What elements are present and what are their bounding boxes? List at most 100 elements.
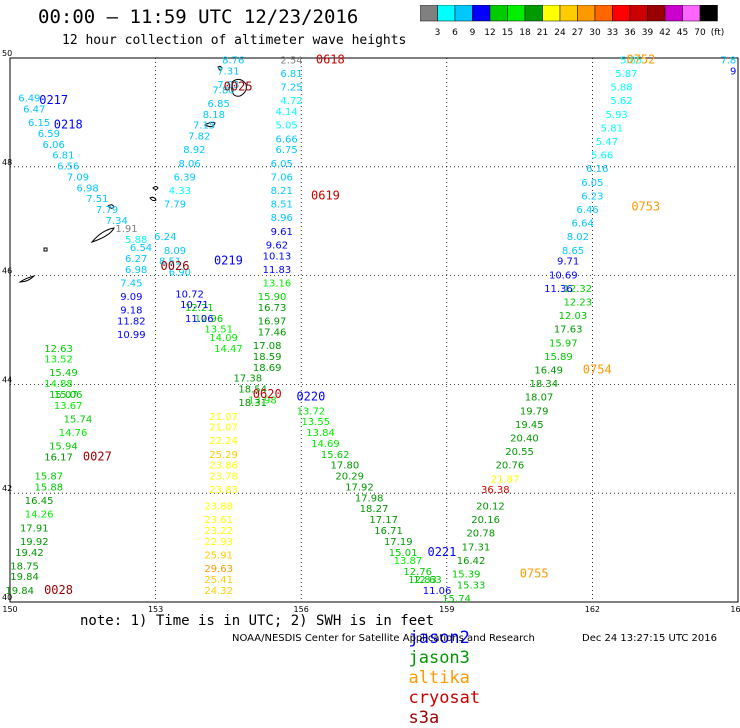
wave-height-value: 16.73 bbox=[258, 303, 287, 314]
pass-time-label: 0755 bbox=[520, 567, 549, 581]
wave-height-value: 13.87 bbox=[394, 556, 423, 567]
colorbar-label: 15 bbox=[502, 28, 513, 38]
wave-height-value: 20.76 bbox=[496, 461, 525, 472]
wave-height-value: 25.29 bbox=[209, 450, 238, 461]
colorbar-label: 9 bbox=[470, 28, 476, 38]
x-tick-label: 165 bbox=[730, 605, 740, 614]
pass-time-label: 0027 bbox=[83, 450, 112, 464]
colorbar-label: 42 bbox=[659, 28, 670, 38]
wave-height-value: 18.69 bbox=[253, 363, 282, 374]
wave-height-value: 6.59 bbox=[38, 129, 60, 140]
wave-height-value: 12.63 bbox=[413, 575, 442, 586]
y-tick-label: 46 bbox=[2, 267, 12, 276]
coastline-shape bbox=[107, 204, 115, 209]
wave-height-value: 11.36 bbox=[544, 284, 573, 295]
x-tick-label: 153 bbox=[148, 605, 163, 614]
wave-height-value: 7.8 bbox=[720, 55, 736, 66]
wave-height-value: 15.87 bbox=[35, 472, 64, 483]
wave-height-value: 4.72 bbox=[280, 96, 302, 107]
wave-height-value: 18.75 bbox=[10, 561, 39, 572]
colorbar-label: 33 bbox=[607, 28, 618, 38]
wave-height-value: 13.52 bbox=[44, 355, 73, 366]
wave-height-value: 14.26 bbox=[25, 510, 54, 521]
legend-altika: altika bbox=[408, 668, 470, 688]
pass-time-label: 0217 bbox=[39, 93, 68, 107]
colorbar-label: 6 bbox=[452, 28, 458, 38]
wave-height-value: 9.62 bbox=[266, 240, 288, 251]
wave-height-value: 1.91 bbox=[115, 224, 137, 235]
wave-height-value: 6.05 bbox=[581, 178, 603, 189]
colorbar-label: 45 bbox=[677, 28, 688, 38]
wave-height-value: 16.45 bbox=[25, 496, 54, 507]
wave-height-value: 15.62 bbox=[321, 450, 350, 461]
wave-height-value: 5.87 bbox=[615, 69, 637, 80]
wave-height-value: 25.41 bbox=[204, 575, 233, 586]
coastline-shape bbox=[204, 121, 216, 128]
wave-height-value: 15.07 bbox=[49, 390, 78, 401]
wave-height-value: 8.02 bbox=[567, 232, 589, 243]
wave-height-value: 7.06 bbox=[271, 172, 293, 183]
wave-height-value: 10.69 bbox=[549, 270, 578, 281]
generated-timestamp: Dec 24 13:27:15 UTC 2016 bbox=[582, 633, 717, 644]
wave-height-value: 17.63 bbox=[554, 325, 583, 336]
wave-height-value: 17.31 bbox=[462, 542, 491, 553]
wave-height-value: 15.49 bbox=[49, 368, 78, 379]
wave-height-value: 19.84 bbox=[5, 586, 34, 597]
wave-height-value: 6.98 bbox=[77, 183, 99, 194]
wave-height-value: 20.40 bbox=[510, 434, 539, 445]
credit-line: NOAA/NESDIS Center for Satellite Applica… bbox=[232, 633, 535, 644]
wave-height-value: 6.81 bbox=[280, 69, 302, 80]
wave-height-value: 20.55 bbox=[505, 447, 534, 458]
wave-height-value: 17.46 bbox=[258, 327, 287, 338]
wave-height-value: 13.98 bbox=[248, 395, 277, 406]
wave-height-value: 12.03 bbox=[559, 311, 588, 322]
wave-height-value: 13.84 bbox=[306, 428, 335, 439]
chart-title: 00:00 – 11:59 UTC 12/23/2016 bbox=[38, 6, 359, 28]
wave-height-value: 36.38 bbox=[481, 485, 510, 496]
x-tick-label: 150 bbox=[2, 605, 17, 614]
wave-height-value: 6.64 bbox=[572, 219, 594, 230]
wave-height-value: 8.06 bbox=[178, 159, 200, 170]
wave-height-value: 7.80 bbox=[212, 85, 234, 96]
wave-height-value: 19.42 bbox=[15, 548, 44, 559]
wave-height-value: 17.08 bbox=[253, 341, 282, 352]
wave-height-value: 7.09 bbox=[67, 172, 89, 183]
wave-height-value: 16.97 bbox=[258, 317, 287, 328]
wave-height-value: 9.18 bbox=[120, 306, 142, 317]
wave-height-value: 12.76 bbox=[403, 567, 432, 578]
colorbar-label: 70 bbox=[694, 28, 706, 38]
pass-time-label: 0752 bbox=[626, 52, 655, 66]
coastline-shape bbox=[217, 65, 223, 71]
wave-height-value: 7.15 bbox=[193, 121, 215, 132]
wave-height-value: 19.45 bbox=[515, 420, 544, 431]
wave-height-value: 16.17 bbox=[44, 453, 73, 464]
colorbar-label: 39 bbox=[642, 28, 654, 38]
wave-height-value: 5.85 bbox=[620, 55, 642, 66]
wave-height-value: 15.06 bbox=[54, 390, 83, 401]
x-tick-label: 156 bbox=[294, 605, 309, 614]
legend-jason3: jason3 bbox=[408, 648, 470, 668]
legend-jason2: jason2 bbox=[408, 628, 470, 648]
wave-height-value: 13.72 bbox=[297, 406, 326, 417]
wave-height-value: 20.29 bbox=[335, 472, 364, 483]
colorbar-label: 3 bbox=[435, 28, 441, 38]
wave-height-value: 23.83 bbox=[209, 485, 238, 496]
wave-height-value: 22.24 bbox=[209, 436, 238, 447]
wave-height-value: 6.49 bbox=[18, 94, 40, 105]
wave-height-value: 9 bbox=[730, 66, 736, 77]
wave-height-value: 7.31 bbox=[217, 66, 239, 77]
wave-height-value: 13.16 bbox=[263, 278, 292, 289]
wave-height-value: 6.24 bbox=[154, 232, 176, 243]
colorbar-label: 27 bbox=[572, 28, 583, 38]
pass-time-label: 0220 bbox=[296, 390, 325, 404]
wave-height-value: 15.88 bbox=[35, 482, 64, 493]
wave-height-value: 10.99 bbox=[117, 330, 146, 341]
y-tick-label: 48 bbox=[2, 158, 12, 167]
wave-height-value: 12.23 bbox=[564, 298, 593, 309]
wave-height-value: 15.94 bbox=[49, 442, 78, 453]
wave-height-value: 15.33 bbox=[457, 580, 486, 591]
wave-height-value: 8.09 bbox=[164, 246, 186, 257]
wave-height-value: 7.25 bbox=[280, 83, 302, 94]
wave-height-value: 14.88 bbox=[44, 379, 73, 390]
wave-height-value: 15.90 bbox=[258, 292, 287, 303]
